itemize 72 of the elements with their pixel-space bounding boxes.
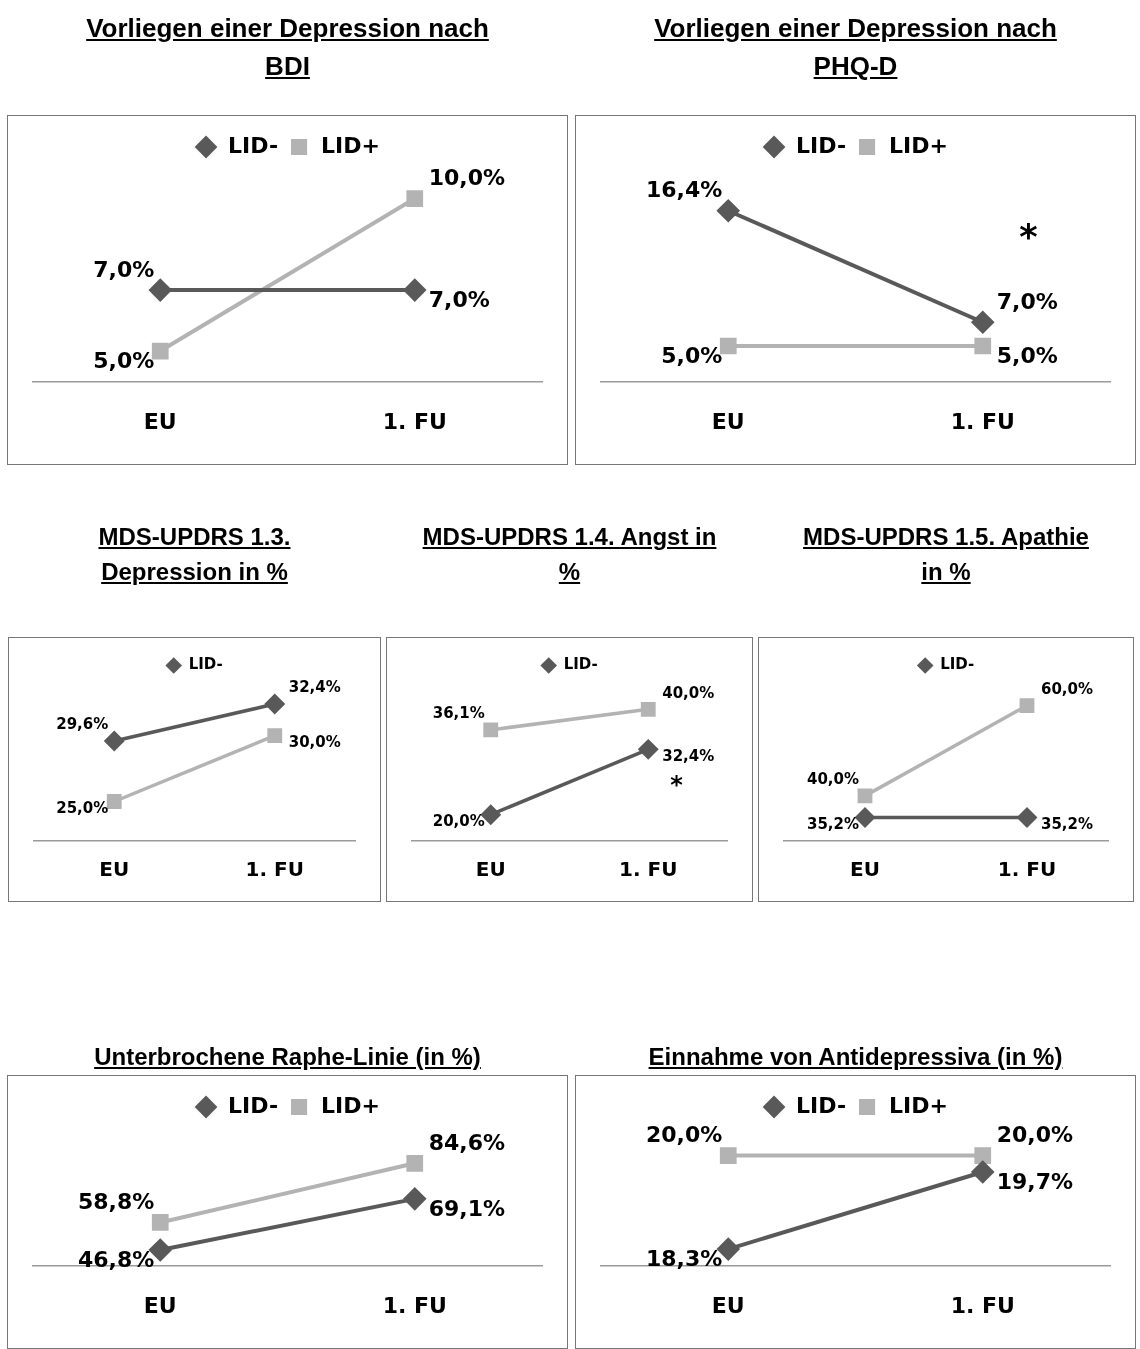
chart-title: MDS-UPDRS 1.4. Angst in % — [421, 522, 718, 587]
point — [483, 722, 499, 738]
data-label: 19,7% — [996, 1168, 1074, 1194]
x-tick-label: 1. FU — [245, 857, 304, 882]
legend-label: LID- — [228, 1092, 279, 1118]
data-label: 40,0% — [806, 770, 859, 789]
legend-label: LID- — [228, 132, 279, 158]
data-label: 69,1% — [428, 1195, 506, 1221]
annotation: * — [1019, 215, 1038, 257]
point — [265, 694, 285, 714]
point — [406, 1154, 424, 1172]
x-tick-label: EU — [711, 408, 745, 434]
x-tick-label: 1. FU — [619, 857, 678, 882]
data-label: 84,6% — [428, 1130, 506, 1156]
legend-label: LID+ — [321, 132, 380, 158]
chart-title: MDS-UPDRS 1.3. Depression in % — [97, 522, 292, 587]
data-label: 20,0% — [432, 812, 485, 831]
data-label: 35,2% — [1041, 814, 1094, 833]
x-tick-label: EU — [99, 857, 130, 882]
legend-label: LID+ — [889, 132, 948, 158]
chart-title: Vorliegen einer Depression nach PHQ-D — [653, 12, 1058, 83]
legend-label: LID- — [563, 655, 598, 674]
annotation: * — [670, 771, 684, 800]
legend-label: LID+ — [889, 1092, 948, 1118]
point — [638, 739, 658, 760]
data-label: 5,0% — [93, 347, 155, 373]
x-tick-label: 1. FU — [950, 408, 1015, 434]
legend-label: LID- — [940, 655, 975, 674]
x-tick-label: EU — [711, 1292, 745, 1318]
chart-title: Vorliegen einer Depression nach BDI — [85, 12, 490, 83]
x-tick-label: EU — [143, 1292, 177, 1318]
x-tick-label: 1. FU — [950, 1292, 1015, 1318]
data-label: 40,0% — [662, 683, 715, 702]
data-label: 35,2% — [806, 814, 859, 833]
point — [267, 728, 283, 744]
data-label: 7,0% — [428, 286, 490, 312]
data-label: 60,0% — [1041, 679, 1094, 698]
legend-label: LID- — [188, 655, 223, 674]
data-label: 36,1% — [432, 704, 485, 723]
x-tick-label: EU — [850, 857, 880, 882]
data-label: 10,0% — [428, 165, 506, 191]
data-label: 7,0% — [93, 256, 155, 282]
data-label: 32,4% — [662, 746, 715, 765]
point — [403, 1187, 426, 1210]
legend-label: LID+ — [321, 1092, 380, 1118]
x-tick-label: 1. FU — [382, 1292, 447, 1318]
data-label: 46,8% — [77, 1246, 155, 1272]
data-label: 18,3% — [645, 1245, 723, 1271]
chart-title: Unterbrochene Raphe-Linie (in %) — [93, 1042, 482, 1072]
data-label: 29,6% — [56, 715, 109, 734]
data-label: 5,0% — [661, 342, 723, 368]
point — [640, 701, 656, 717]
data-label: 58,8% — [77, 1189, 155, 1215]
x-tick-label: EU — [143, 408, 177, 434]
data-label: 32,4% — [288, 678, 341, 697]
data-label: 7,0% — [996, 288, 1058, 314]
data-label: 30,0% — [288, 733, 341, 752]
data-label: 25,0% — [56, 798, 109, 817]
data-label: 20,0% — [645, 1122, 723, 1148]
data-label: 16,4% — [645, 177, 723, 203]
x-tick-label: 1. FU — [997, 857, 1057, 882]
data-label: 20,0% — [996, 1122, 1074, 1148]
point — [151, 1214, 169, 1231]
chart-title: Einnahme von Antidepressiva (in %) — [647, 1042, 1064, 1072]
legend-label: LID- — [796, 132, 847, 158]
point — [104, 731, 124, 751]
chart-title: MDS-UPDRS 1.5. Apathie in % — [802, 522, 1090, 587]
data-label: 5,0% — [996, 342, 1058, 368]
x-tick-label: 1. FU — [382, 408, 447, 434]
x-tick-label: EU — [475, 857, 506, 882]
point — [106, 794, 122, 809]
legend-label: LID- — [796, 1092, 847, 1118]
